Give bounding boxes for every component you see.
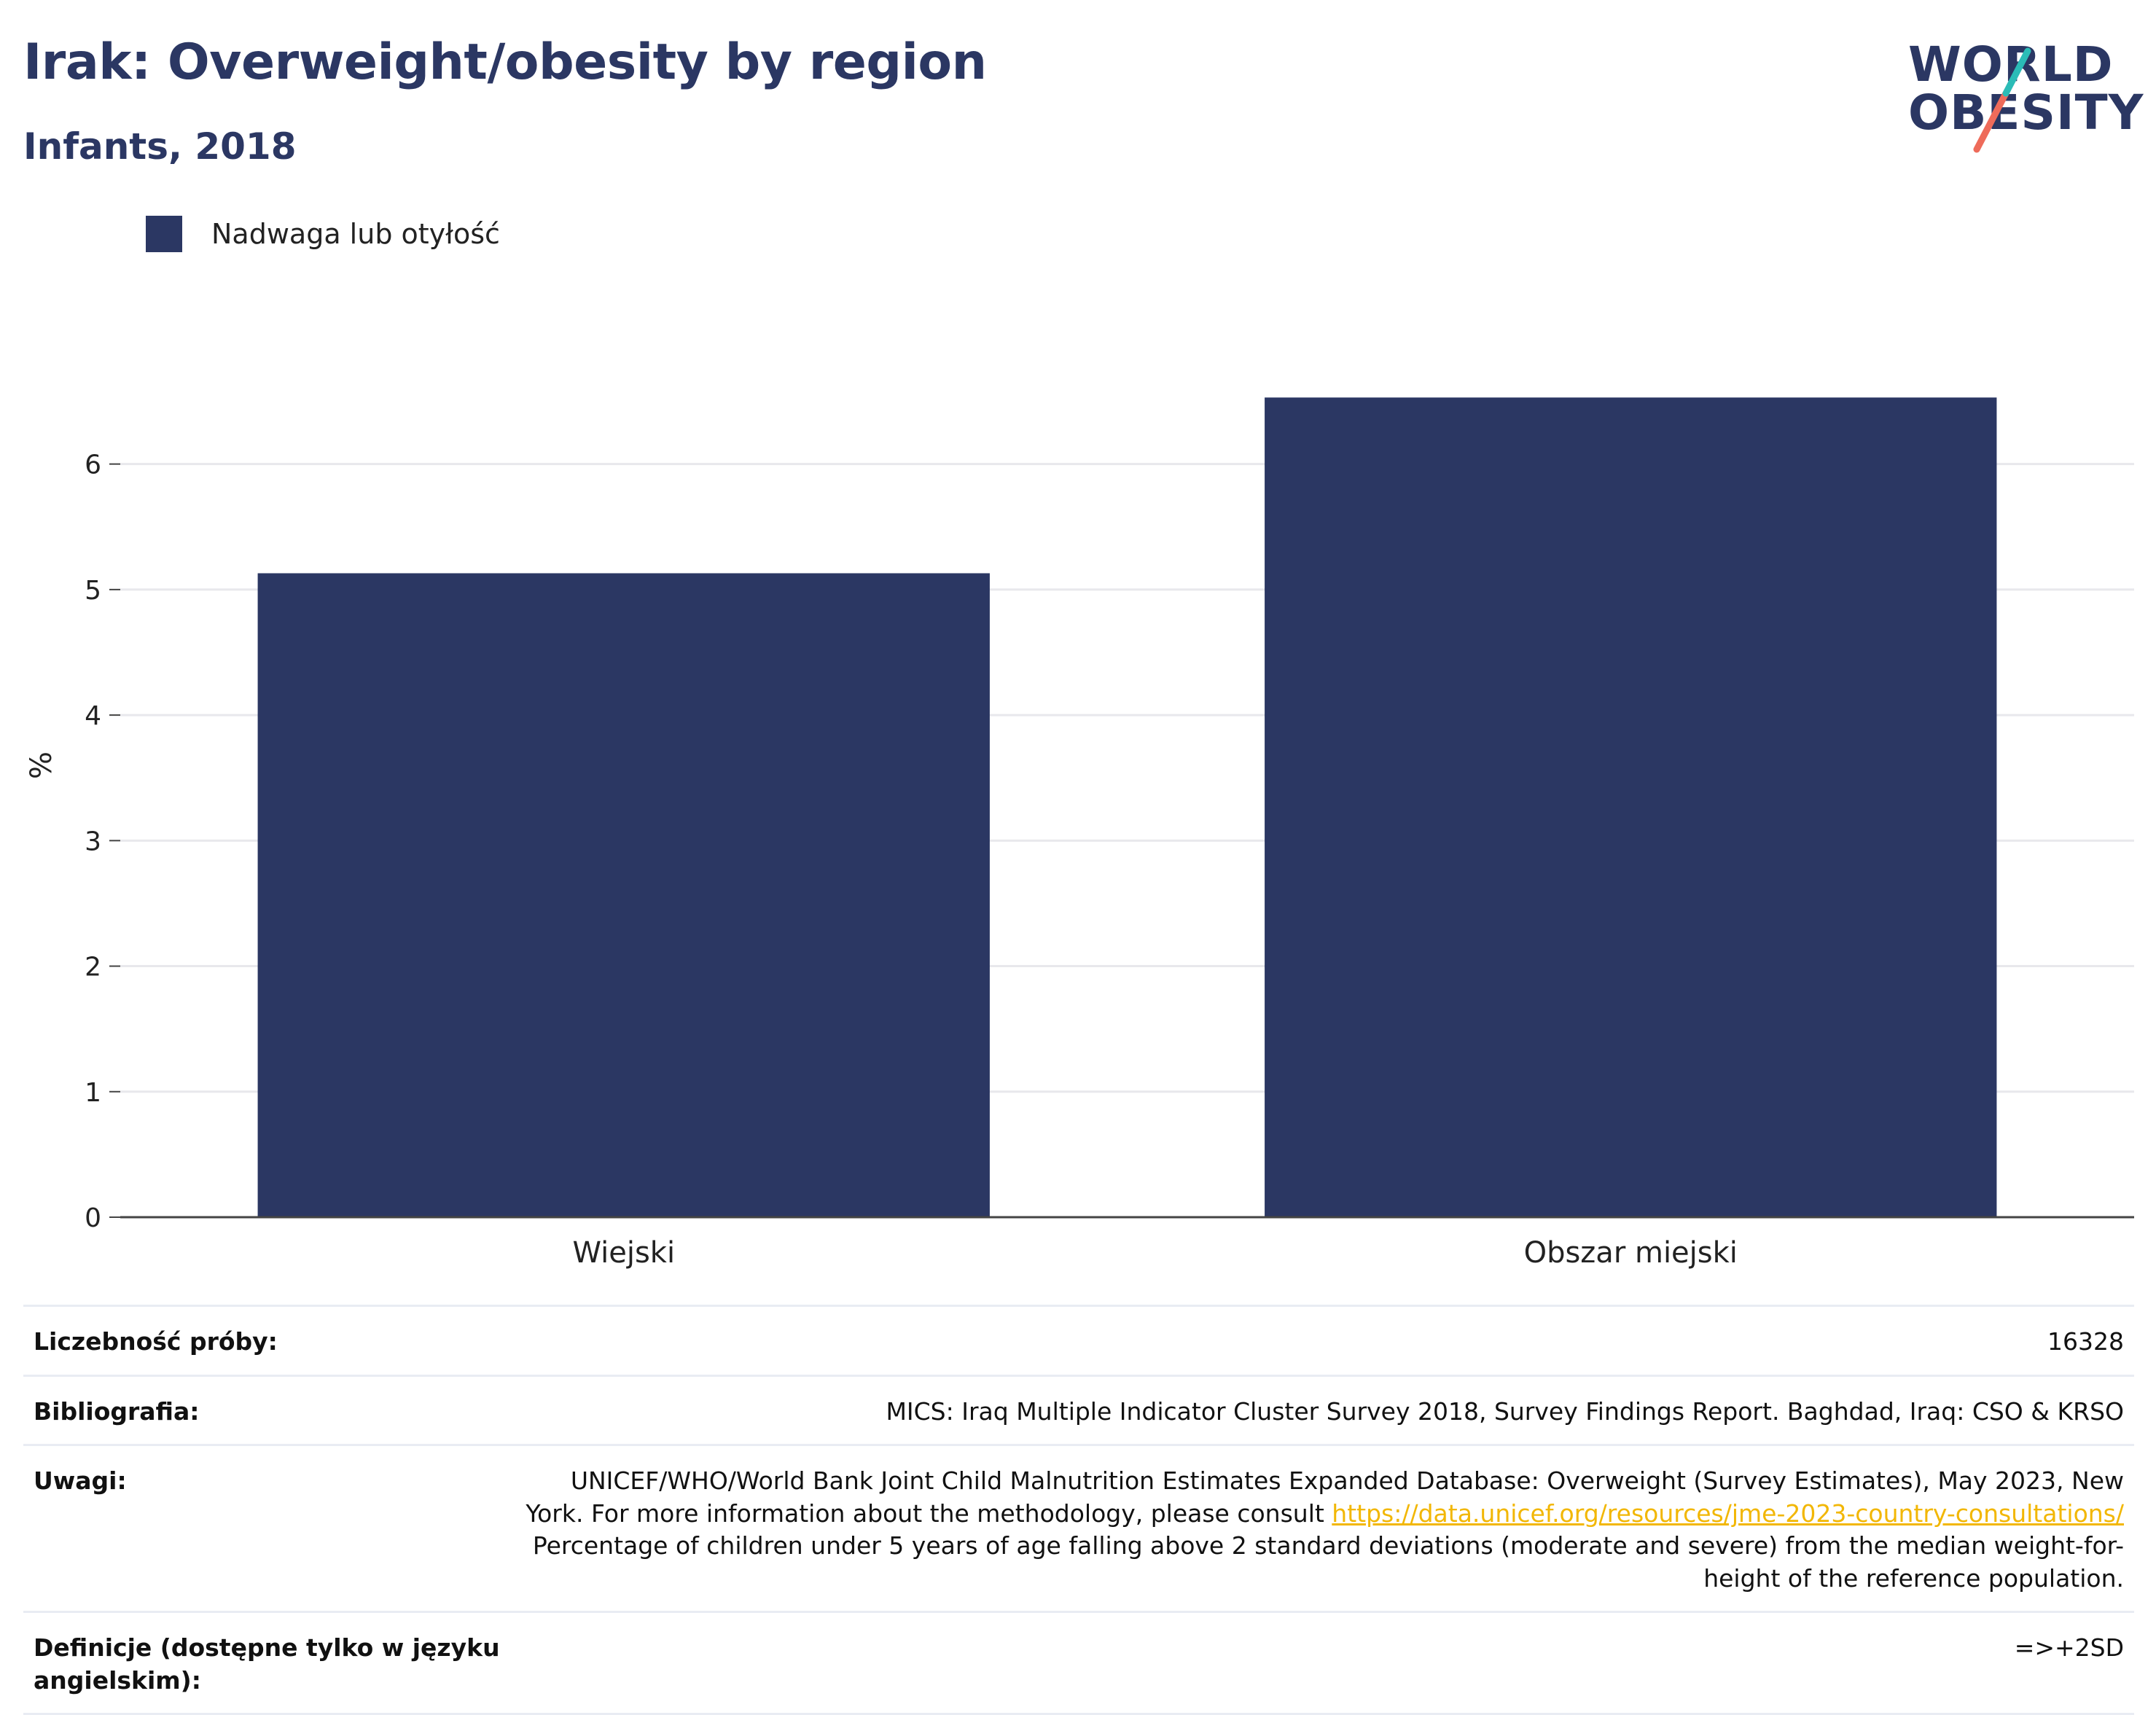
y-tick-label: 2 <box>85 953 101 982</box>
info-value: =>+2SD <box>2014 1633 2124 1663</box>
info-key: Liczebność próby: <box>34 1327 278 1356</box>
legend-label: Nadwaga lub otyłość <box>211 218 500 250</box>
y-tick-label: 6 <box>85 450 101 480</box>
bar <box>257 573 990 1217</box>
info-row-definitions: Definicje (dostępne tylko w języku angie… <box>23 1611 2134 1715</box>
bar <box>1265 397 1997 1217</box>
bar-chart: 0 1 2 3 4 5 6% Wiejski Obszar miejski <box>25 397 2134 1270</box>
y-tick-label: 5 <box>85 576 101 606</box>
y-axis-label: % <box>25 751 58 779</box>
x-tick-label: Wiejski <box>572 1236 675 1270</box>
chart-subtitle: Infants, 2018 <box>23 125 297 168</box>
world-obesity-logo[interactable]: WORLD OBESITY <box>1895 22 2143 153</box>
info-value: MICS: Iraq Multiple Indicator Cluster Su… <box>886 1396 2124 1426</box>
logo-line-obesity: OBESITY <box>1908 85 2144 141</box>
notes-text-part2: Percentage of children under 5 years of … <box>532 1531 2124 1593</box>
logo-slash-icon <box>1973 47 2031 153</box>
info-row-bibliography: Bibliografia: MICS: Iraq Multiple Indica… <box>23 1374 2134 1445</box>
notes-link[interactable]: https://data.unicef.org/resources/jme-20… <box>1332 1499 2124 1528</box>
notes-text-part1: UNICEF/WHO/World Bank Joint Child Malnut… <box>526 1466 2124 1528</box>
chart-title: Irak: Overweight/obesity by region <box>23 34 987 91</box>
y-tick-label: 1 <box>85 1078 101 1108</box>
y-tick-label: 0 <box>85 1203 101 1233</box>
info-table: Liczebność próby: 16328 Bibliografia: MI… <box>23 1305 2134 1715</box>
info-key: Uwagi: <box>34 1466 127 1496</box>
y-tick-label: 3 <box>85 827 101 856</box>
info-row-sample-size: Liczebność próby: 16328 <box>23 1305 2134 1375</box>
info-row-notes: Uwagi: UNICEF/WHO/World Bank Joint Child… <box>23 1444 2134 1611</box>
info-value: UNICEF/WHO/World Bank Joint Child Malnut… <box>520 1465 2124 1595</box>
legend-swatch <box>146 216 182 252</box>
x-tick-label: Obszar miejski <box>1524 1236 1738 1270</box>
info-value: 16328 <box>2047 1327 2124 1356</box>
legend[interactable]: Nadwaga lub otyłość <box>146 216 500 252</box>
y-tick-label: 4 <box>85 701 101 731</box>
info-key: Bibliografia: <box>34 1396 200 1426</box>
info-key: Definicje (dostępne tylko w języku angie… <box>34 1633 500 1695</box>
